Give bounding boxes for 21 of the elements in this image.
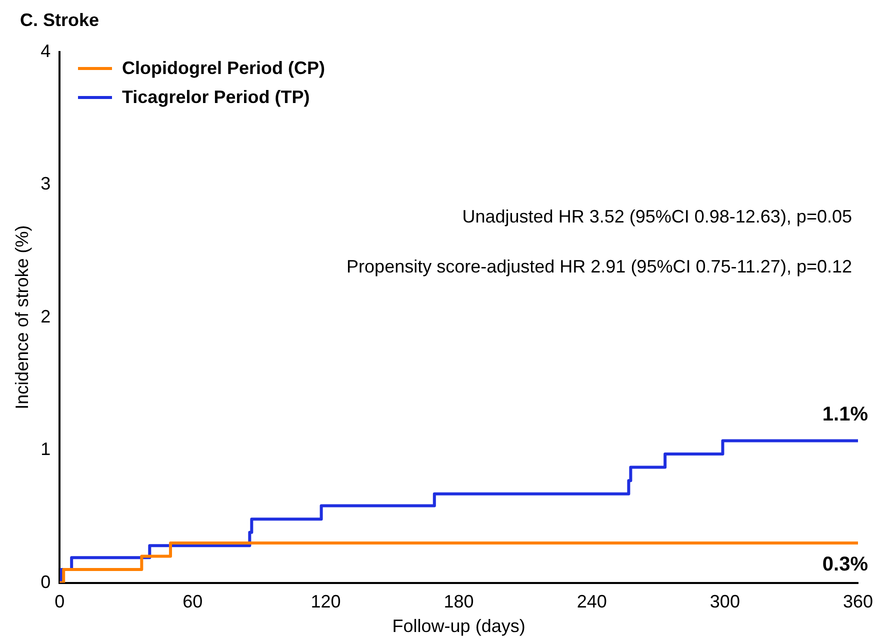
y-tick-label: 2 xyxy=(40,306,51,326)
x-tick-label: 360 xyxy=(842,592,874,612)
y-tick-label: 3 xyxy=(40,174,51,194)
annotation: Propensity score-adjusted HR 2.91 (95%CI 0.75-11.27), p=0.12 xyxy=(346,256,852,277)
y-tick-label: 4 xyxy=(40,40,51,61)
chart-title: C. Stroke xyxy=(20,10,100,31)
y-axis-title: Incidence of stroke (%) xyxy=(12,225,32,410)
x-tick-label: 300 xyxy=(710,592,740,612)
annotation: 0.3% xyxy=(822,553,868,576)
annotation: 1.1% xyxy=(822,403,868,426)
y-tick-label: 1 xyxy=(40,439,51,460)
x-axis-title: Follow-up (days) xyxy=(392,616,526,636)
legend-label: Clopidogrel Period (CP) xyxy=(122,58,326,79)
x-tick-label: 240 xyxy=(576,592,607,612)
x-tick-label: 120 xyxy=(310,592,341,612)
legend-label: Ticagrelor Period (TP) xyxy=(122,87,310,108)
x-tick-label: 60 xyxy=(182,592,203,612)
x-tick-label: 0 xyxy=(54,592,65,612)
x-tick-label: 180 xyxy=(444,592,474,612)
y-tick-label: 0 xyxy=(40,572,51,592)
annotation: Unadjusted HR 3.52 (95%CI 0.98-12.63), p=0.05 xyxy=(462,206,852,227)
